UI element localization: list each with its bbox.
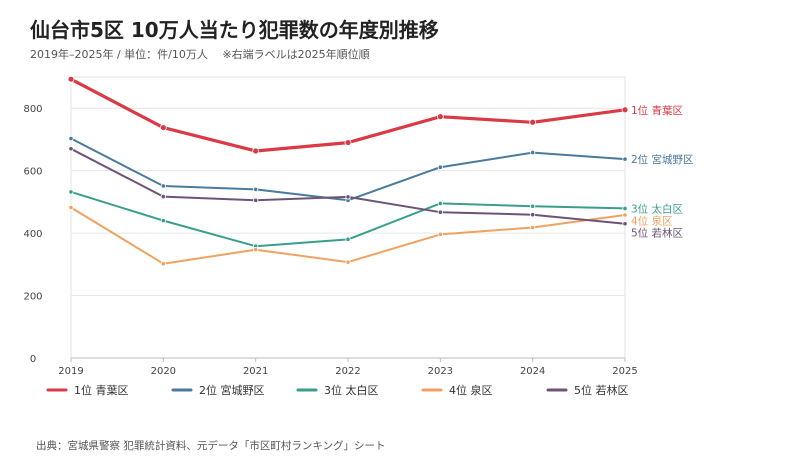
end-label-1: 1位 青葉区 [631, 104, 683, 117]
data-point [436, 113, 444, 121]
data-point [437, 209, 443, 215]
data-point [345, 236, 351, 242]
data-point [621, 106, 629, 114]
x-tick-label: 2019 [58, 366, 83, 377]
data-point [437, 231, 443, 237]
chart-title: 仙台市5区 10万人当たり犯罪数の年度別推移 [30, 18, 439, 42]
x-tick-label: 2020 [151, 366, 176, 377]
data-point [160, 261, 166, 267]
data-point [344, 139, 352, 146]
x-tick-label: 2023 [428, 366, 453, 377]
end-label-3: 3位 太白区 [631, 202, 683, 215]
y-tick-label: 200 [23, 292, 42, 303]
chart-subtitle: 2019年–2025年 / 単位：件/10万人 ※右端ラベルは2025年順位順 [30, 48, 370, 61]
data-point [253, 197, 259, 203]
data-point [530, 203, 536, 209]
data-point [622, 221, 628, 227]
source-note: 出典：宮城県警察 犯罪統計資料、元データ「市区町村ランキング」シート [36, 440, 386, 452]
data-point [253, 247, 259, 253]
data-point [68, 135, 74, 142]
data-point [622, 212, 628, 218]
x-tick-label: 2022 [335, 366, 360, 377]
data-point [345, 194, 351, 200]
legend-label-1: 1位 青葉区 [74, 383, 129, 397]
x-tick-label: 2024 [520, 366, 545, 377]
data-point [622, 205, 628, 212]
data-point [437, 164, 443, 170]
data-point [345, 259, 351, 265]
legend-label-4: 4位 泉区 [449, 383, 493, 397]
legend-label-2: 2位 宮城野区 [199, 383, 265, 397]
data-point [529, 118, 537, 126]
x-tick-label: 2025 [612, 366, 637, 377]
legend-label-3: 3位 太白区 [324, 383, 379, 397]
data-point [159, 124, 167, 131]
data-point [530, 149, 536, 156]
end-label-5: 5位 若林区 [631, 226, 683, 239]
data-point [67, 75, 75, 83]
y-tick-label: 400 [23, 229, 42, 240]
data-point [160, 193, 166, 200]
data-point [68, 189, 74, 195]
data-point [252, 147, 260, 155]
end-label-2: 2位 宮城野区 [631, 153, 694, 166]
data-point [68, 204, 74, 211]
data-point [160, 218, 166, 224]
data-point [530, 224, 536, 231]
series-line-5 [70, 147, 626, 225]
y-tick-label: 800 [23, 104, 42, 115]
legend-label-5: 5位 若林区 [574, 383, 629, 397]
data-point [622, 156, 628, 162]
data-point [437, 200, 443, 207]
data-point [68, 146, 74, 152]
data-point [253, 186, 259, 192]
y-tick-label: 600 [23, 167, 42, 178]
end-label-4: 4位 泉区 [631, 214, 673, 227]
y-tick-label: 0 [30, 354, 36, 365]
data-point [530, 212, 536, 218]
x-tick-label: 2021 [243, 366, 268, 377]
data-point [160, 183, 166, 189]
